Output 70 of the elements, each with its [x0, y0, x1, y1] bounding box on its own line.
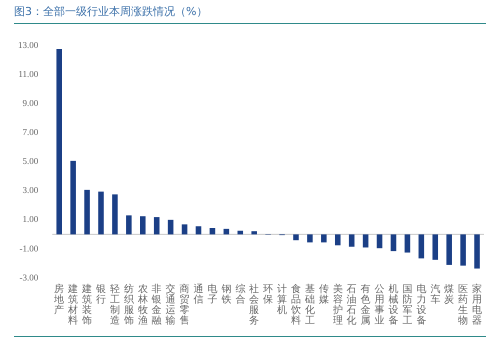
x-tick-label: 美容护理	[332, 283, 343, 326]
y-tick-label: 13.00	[18, 40, 39, 50]
x-tick-label: 建筑材料	[67, 283, 78, 326]
x-tick-label: 电子	[207, 283, 218, 306]
y-tick-label: 1.00	[22, 214, 39, 224]
bar	[210, 228, 216, 234]
bar	[112, 194, 118, 234]
x-tick-label: 农林牧渔	[136, 284, 148, 326]
x-tick-label: 传媒	[318, 284, 329, 306]
x-tick-label: 食品饮料	[290, 283, 301, 326]
bar	[126, 215, 132, 234]
bar	[418, 234, 424, 258]
y-tick-label: 7.00	[22, 126, 39, 137]
x-tick-label: 建筑装饰	[81, 283, 92, 326]
bar	[376, 234, 382, 248]
bar	[348, 234, 354, 247]
y-tick-label: -1.00	[20, 243, 39, 254]
bar	[154, 217, 160, 234]
bar	[98, 192, 104, 234]
bar	[390, 234, 396, 252]
x-tick-label: 纺织服饰	[122, 283, 134, 326]
bar	[474, 234, 480, 269]
x-tick-label: 综合	[235, 283, 246, 306]
x-tick-label: 医药生物	[458, 284, 468, 326]
x-tick-label: 房地产	[53, 283, 64, 316]
x-tick-label: 石油石化	[346, 284, 357, 326]
x-tick-label: 基础化工	[304, 283, 315, 326]
chart-title: 图3：全部一级行业本周涨跌情况（%）	[14, 4, 486, 24]
x-tick-label: 非银金融	[150, 283, 162, 326]
y-tick-label: 9.00	[22, 98, 39, 108]
x-tick-label: 国防军工	[402, 284, 412, 326]
bar	[224, 228, 230, 234]
bar	[432, 234, 438, 260]
bar	[460, 234, 466, 266]
x-tick-label: 商贸零售	[180, 283, 190, 326]
x-tick-label: 家用电器	[472, 283, 482, 326]
bar	[84, 190, 90, 234]
x-tick-label: 计算机	[277, 283, 288, 316]
x-tick-label: 通信	[193, 283, 204, 306]
bar	[140, 216, 146, 234]
x-tick-label: 煤炭	[444, 283, 454, 306]
bar	[362, 234, 368, 248]
y-tick-label: 11.00	[18, 68, 39, 79]
bar	[307, 234, 313, 242]
bar	[70, 160, 76, 234]
y-tick-label: -3.00	[20, 272, 39, 282]
y-tick-label: 3.00	[22, 185, 39, 196]
bar	[196, 226, 202, 234]
bar	[321, 234, 327, 242]
bar	[334, 234, 341, 246]
bar	[293, 234, 299, 240]
bar	[237, 230, 244, 234]
x-tick-label: 交通运输	[166, 283, 176, 326]
x-tick-label: 有色金属	[360, 283, 371, 326]
y-tick-label: 5.00	[22, 156, 39, 166]
bar	[251, 231, 257, 234]
bar	[56, 49, 62, 234]
bar	[404, 234, 410, 253]
x-tick-label: 环保	[263, 284, 274, 306]
bar	[168, 220, 174, 234]
bar	[182, 224, 188, 234]
x-tick-label: 社会服务	[249, 283, 260, 326]
x-tick-label: 钢铁	[220, 284, 232, 306]
x-tick-label: 公用事业	[374, 283, 385, 326]
x-tick-label: 机械设备	[388, 283, 398, 326]
x-tick-label: 汽车	[430, 283, 440, 306]
x-tick-label: 轻工制造	[110, 283, 120, 326]
bar	[446, 234, 452, 265]
x-tick-label: 电力设备	[416, 283, 426, 326]
x-tick-label: 银行	[94, 284, 106, 306]
